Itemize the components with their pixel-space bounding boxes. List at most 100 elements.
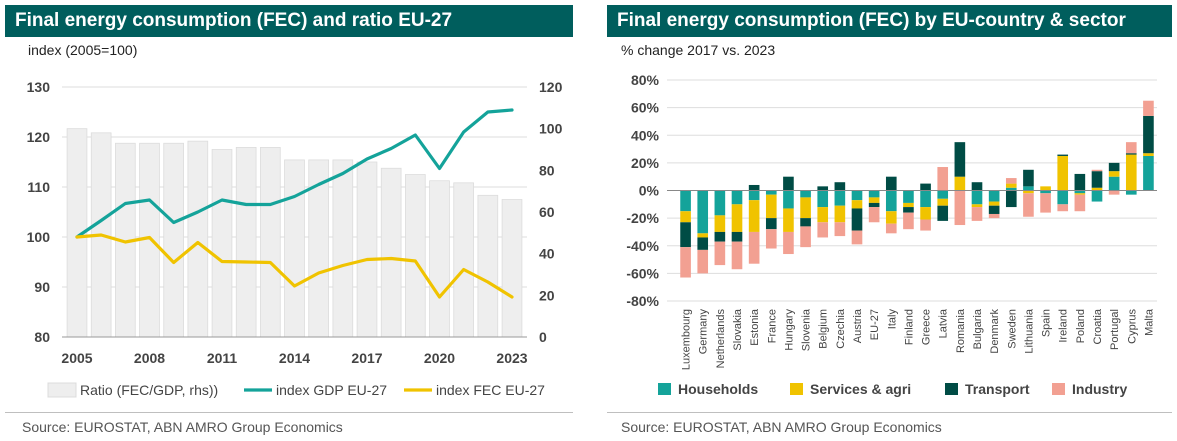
left-x-tick-label: 2020 [424,350,455,366]
bar-eu-27-transport [868,202,880,208]
bar-slovenia-transport [800,218,811,227]
bar-slovakia-transport [731,231,743,242]
bar-spain-services-agri [1040,186,1051,191]
bar-bulgaria-households [971,190,983,205]
bar-sweden-services-agri [1005,183,1017,188]
bar-ireland-services-agri [1057,155,1069,191]
bar-denmark-households [988,190,1000,202]
bar-austria-households [851,190,863,201]
left-y-tick-label: 120 [27,129,51,145]
bar-cyprus-services-agri [1125,154,1137,191]
right-y-tick-label: 40 [539,246,555,262]
category-label-romania: Romania [955,308,967,353]
category-label-finland: Finland [903,309,915,345]
ratio-bar-2010 [187,140,209,338]
category-label-belgium: Belgium [818,309,830,349]
bar-sweden-transport [1005,190,1017,208]
legend-swatch-ratio [47,382,77,398]
category-label-croatia: Croatia [1092,308,1104,344]
bar-slovenia-industry [800,226,811,248]
bar-hungary-households [783,190,794,209]
bar-italy-services-agri [885,211,897,224]
bar-netherlands-industry [714,241,726,266]
bar-luxembourg-services-agri [680,211,691,223]
bar-lithuania-transport [1023,169,1034,187]
left-x-tick-label: 2011 [207,350,238,366]
bar-romania-transport [954,142,966,177]
legend-label-gdp: index GDP EU-27 [276,382,387,398]
ratio-bar-2017 [356,161,378,338]
bar-czechia-industry [834,222,846,237]
bar-eu-27-services-agri [868,197,880,203]
bar-poland-services-agri [1074,193,1086,195]
bar-finland-services-agri [903,202,914,208]
ratio-bar-2013 [260,147,281,338]
category-label-luxembourg: Luxembourg [681,309,693,370]
bar-denmark-industry [988,213,1000,219]
bar-latvia-industry [937,167,949,191]
bar-romania-industry [954,190,966,226]
ratio-bar-2021 [453,182,474,338]
bar-poland-industry [1074,194,1086,212]
legend-label-services-agri: Services & agri [810,381,911,397]
category-label-lithuania: Lithuania [1023,308,1035,354]
ratio-bar-2019 [405,174,426,338]
category-label-italy: Italy [886,309,898,330]
bar-poland-transport [1074,173,1086,191]
category-label-germany: Germany [698,309,710,355]
bar-eu-27-industry [868,207,880,223]
right-y-tick-label: 0% [639,183,660,199]
right-y-tick-label: 100 [539,121,563,137]
bar-slovenia-services-agri [800,197,811,219]
bar-italy-industry [885,223,897,234]
right-y-tick-label: 80% [631,72,660,88]
bar-slovakia-services-agri [731,204,743,232]
bar-hungary-services-agri [783,208,794,232]
legend-swatch-transport [945,383,958,395]
left-y-tick-label: 90 [34,279,50,295]
right-y-tick-label: 20 [539,287,555,303]
bar-estonia-industry [748,231,760,264]
bar-lithuania-services-agri [1023,190,1034,194]
right-y-tick-label: 80 [539,162,555,178]
bar-denmark-transport [988,205,1000,214]
bar-spain-industry [1040,193,1051,213]
bar-greece-services-agri [920,207,931,220]
bar-cyprus-industry [1125,142,1137,154]
line-index-gdp-eu-27 [75,108,514,239]
bar-france-transport [765,218,777,230]
bar-germany-households [697,190,709,234]
bar-slovakia-households [731,190,743,205]
bar-lithuania-households [1023,186,1034,191]
category-label-czechia: Czechia [835,308,847,349]
bar-luxembourg-industry [680,247,691,278]
bar-spain-households [1040,190,1051,194]
bar-france-industry [765,229,777,249]
bar-austria-transport [851,208,863,231]
left-y-tick-label: 130 [27,79,51,95]
bar-estonia-transport [748,184,760,191]
bar-italy-transport [885,176,897,191]
ratio-bar-2023 [501,199,523,338]
bar-ireland-transport [1057,154,1069,156]
legend-label-transport: Transport [965,381,1030,397]
category-label-austria: Austria [852,308,864,343]
bar-croatia-services-agri [1091,187,1103,191]
category-label-sweden: Sweden [1006,309,1018,349]
line-index-fec-eu-27 [75,233,514,299]
left-source-rule [5,412,573,413]
bar-malta-households [1143,155,1154,191]
bar-luxembourg-households [680,190,691,212]
bar-portugal-transport [1108,162,1120,172]
bar-france-services-agri [765,194,777,219]
right-y-tick-label: -60% [626,265,659,281]
bar-malta-transport [1143,115,1154,154]
bar-ireland-industry [1057,204,1069,212]
bar-netherlands-transport [714,231,726,242]
left-y-tick-label: 100 [27,229,51,245]
bar-germany-services-agri [697,233,709,238]
ratio-bar-2014 [284,159,305,338]
bar-czechia-services-agri [834,205,846,223]
bar-finland-households [903,190,914,203]
legend-label-fec: index FEC EU-27 [436,382,545,398]
